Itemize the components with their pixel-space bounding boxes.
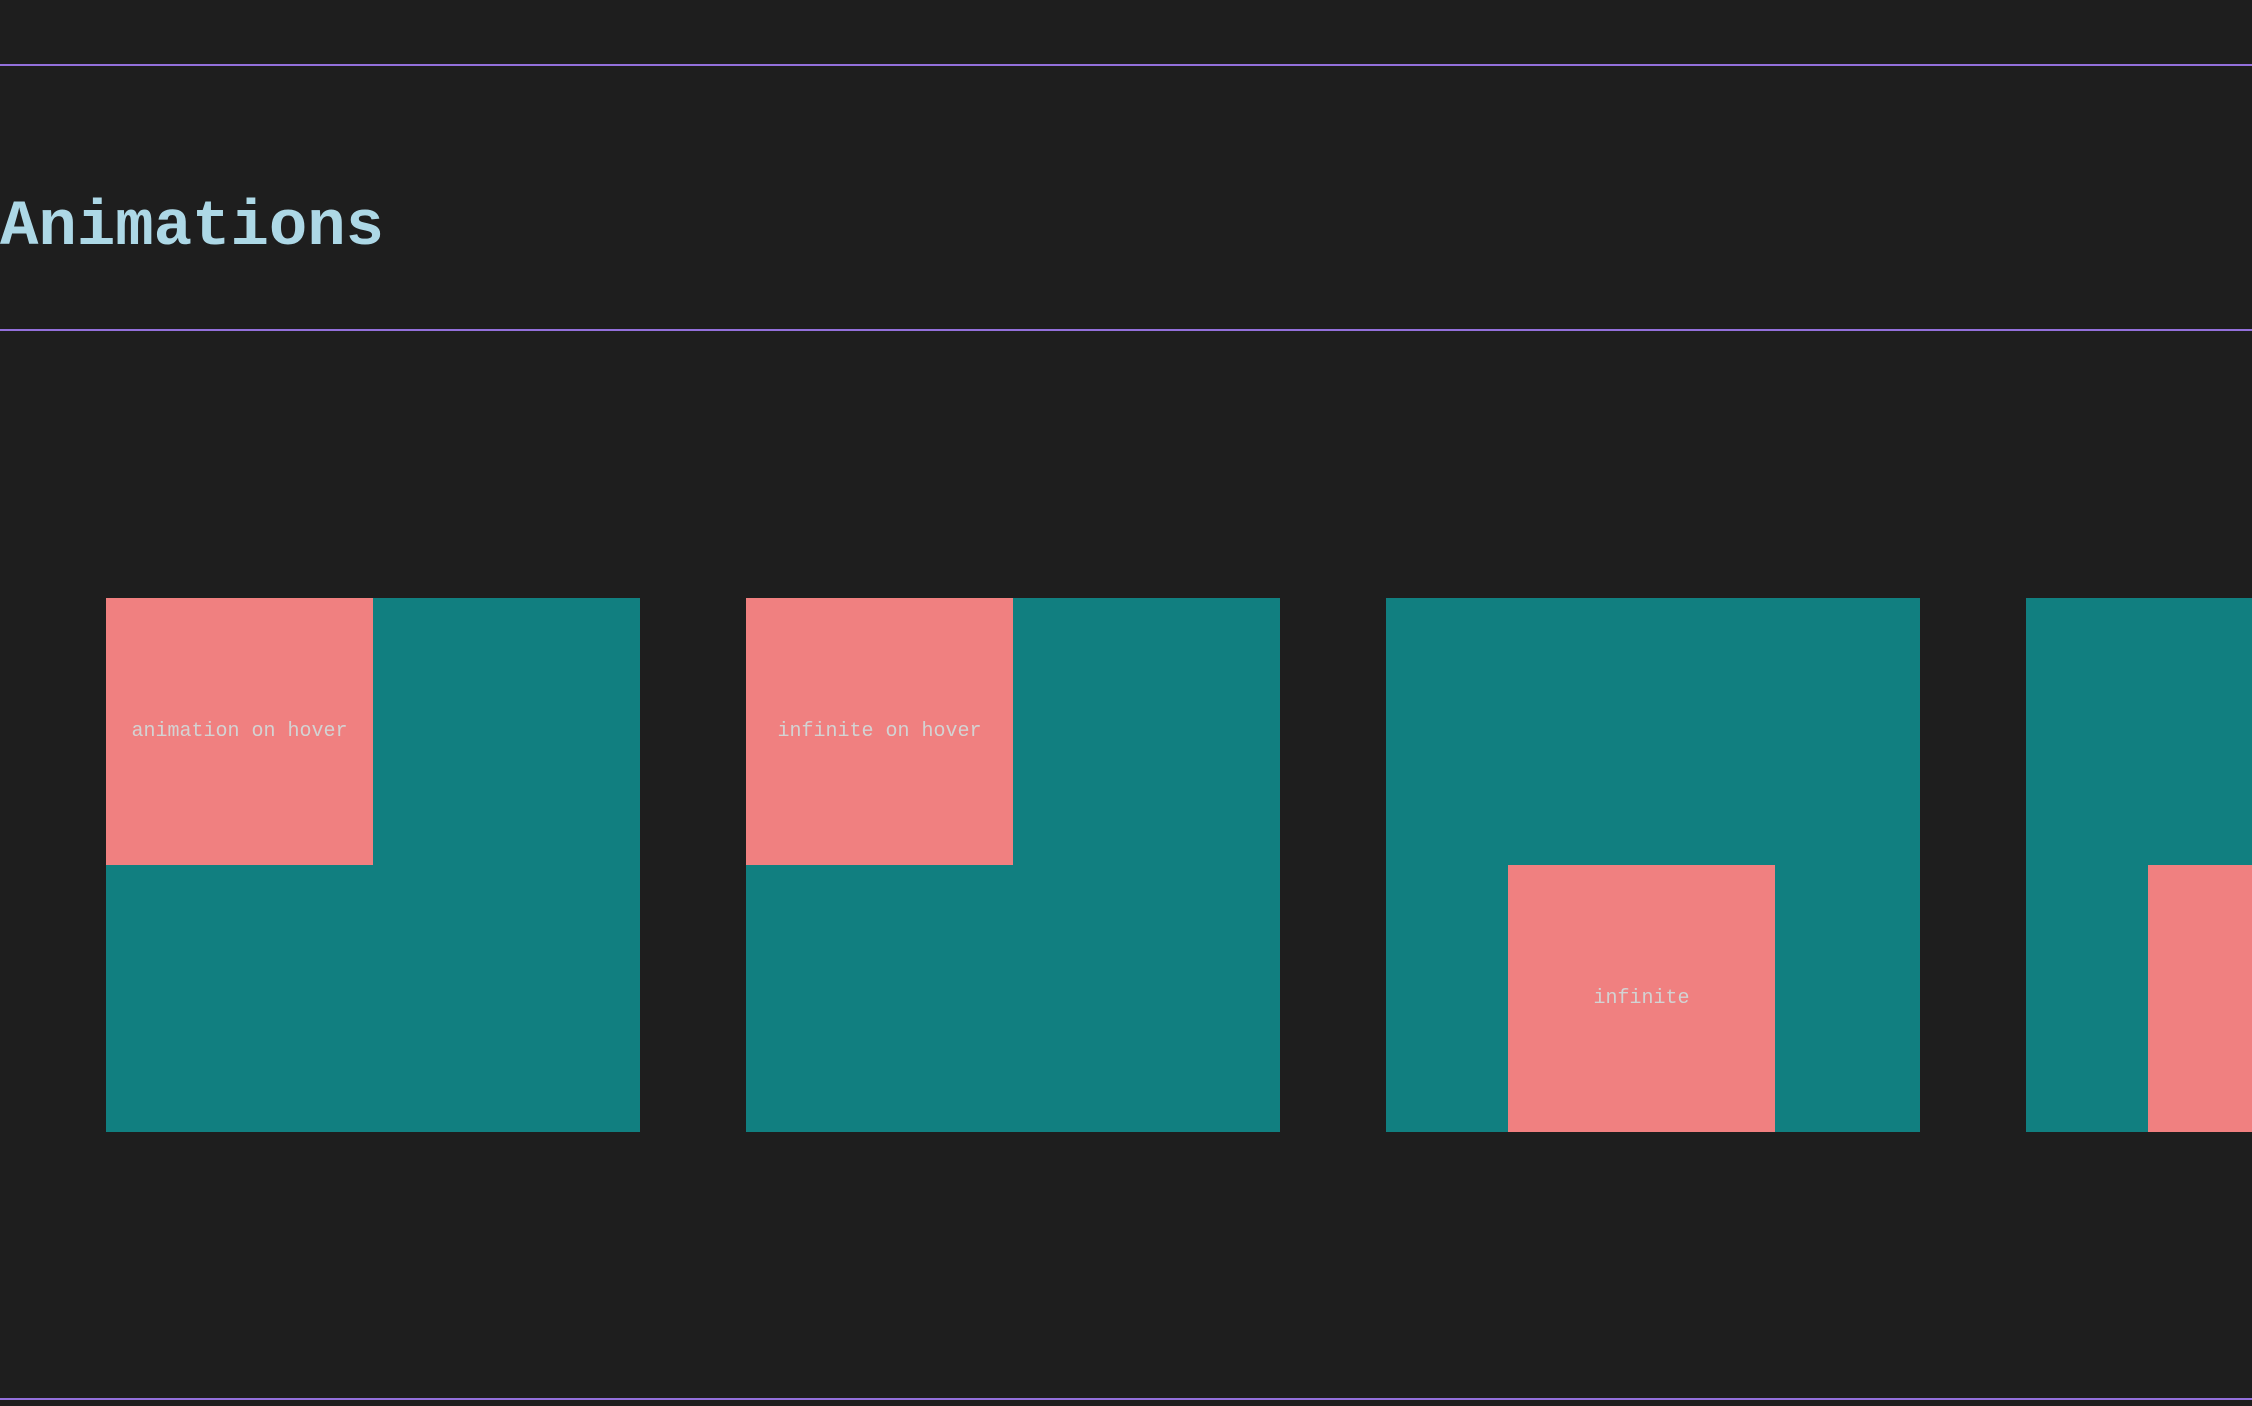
page-title: Animations [0,192,385,264]
bottom-divider [0,1398,2252,1400]
title-divider [0,329,2252,331]
infinite-on-hover-demo[interactable]: infinite on hover [746,598,1280,1132]
animated-square[interactable]: infinite on hover [746,598,1013,865]
top-divider [0,64,2252,66]
animated-square[interactable]: Cl [2148,865,2252,1132]
animated-square: infinite [1508,865,1775,1132]
animated-square[interactable]: animation on hover [106,598,373,865]
click-demo[interactable]: Cl [2026,598,2252,1132]
infinite-demo: infinite [1386,598,1920,1132]
animation-on-hover-demo[interactable]: animation on hover [106,598,640,1132]
